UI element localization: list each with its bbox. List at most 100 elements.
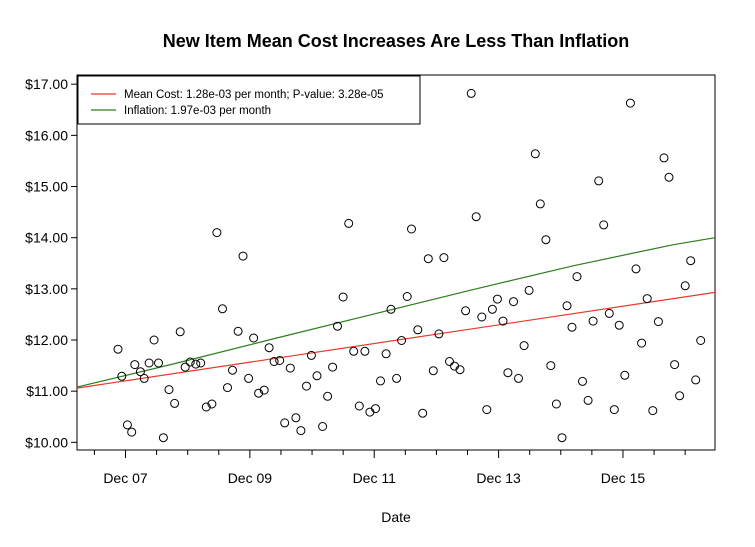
data-point <box>144 358 154 368</box>
legend: Mean Cost: 1.28e-03 per month; P-value: … <box>77 75 421 125</box>
data-point <box>413 325 423 335</box>
data-point <box>259 385 269 395</box>
data-point <box>402 292 412 301</box>
data-point <box>360 346 370 356</box>
data-point <box>418 408 428 418</box>
data-point <box>264 343 274 353</box>
data-point <box>530 149 540 159</box>
data-point <box>642 294 652 304</box>
data-point <box>535 199 545 209</box>
data-point <box>323 391 333 401</box>
data-point <box>546 361 556 371</box>
y-tick-label: $11.00 <box>26 383 68 399</box>
data-point <box>291 413 301 423</box>
plot-frame <box>76 74 716 451</box>
data-point <box>254 388 264 398</box>
data-point <box>249 333 259 343</box>
data-point <box>686 256 696 266</box>
data-point <box>354 401 364 411</box>
data-point <box>371 404 380 414</box>
data-point <box>381 349 391 359</box>
data-point <box>562 301 572 311</box>
data-point <box>567 322 577 332</box>
data-point <box>376 376 385 386</box>
data-point <box>154 358 163 368</box>
trend-lines <box>76 237 716 389</box>
x-tick-label: Dec 09 <box>228 470 273 486</box>
data-point <box>207 399 217 409</box>
data-point <box>223 383 232 393</box>
data-point <box>492 294 502 304</box>
data-point <box>149 335 159 345</box>
data-point <box>445 357 454 366</box>
axes: $10.00 $11.00 $12.00 $13.00 $14.00 $15.00 $16.… <box>25 76 686 486</box>
data-point <box>477 312 487 322</box>
data-point <box>306 350 316 360</box>
data-point <box>487 304 497 314</box>
y-tick-label: $10.00 <box>25 434 68 450</box>
data-point <box>578 376 587 386</box>
data-point <box>503 368 513 378</box>
data-point <box>541 235 551 245</box>
data-point <box>201 402 211 412</box>
data-point <box>349 346 359 356</box>
data-point <box>691 375 701 385</box>
data-point <box>439 253 449 263</box>
data-point <box>524 285 534 295</box>
data-point <box>670 360 680 370</box>
y-tick-label: $13.00 <box>25 281 68 297</box>
data-point <box>302 381 311 391</box>
data-point <box>434 329 444 339</box>
data-point <box>185 357 195 367</box>
mean-cost-trend-line <box>76 291 716 389</box>
data-point <box>318 422 328 431</box>
data-point <box>614 320 624 330</box>
data-point <box>514 373 523 383</box>
data-point <box>328 362 338 372</box>
data-point <box>127 427 137 437</box>
data-point <box>664 172 674 182</box>
data-point <box>244 373 254 383</box>
data-point <box>191 359 201 369</box>
data-point <box>631 264 641 274</box>
y-tick-label: $12.00 <box>25 332 68 348</box>
data-point <box>498 316 508 326</box>
data-point <box>428 366 438 376</box>
data-point <box>218 304 227 314</box>
y-tick-label: $15.00 <box>25 179 68 195</box>
data-point <box>285 363 295 373</box>
data-point <box>196 358 206 368</box>
data-point <box>594 176 604 186</box>
x-axis-label: Date <box>381 509 411 525</box>
data-point <box>280 418 290 428</box>
data-point <box>392 373 402 383</box>
data-point <box>519 341 529 351</box>
data-point <box>637 338 647 348</box>
data-point <box>164 385 174 395</box>
data-point <box>228 365 237 375</box>
data-point <box>620 370 630 380</box>
data-point <box>680 281 690 291</box>
chart-title: New Item Mean Cost Increases Are Less Th… <box>163 31 629 51</box>
data-point <box>386 304 396 314</box>
data-point <box>588 316 598 326</box>
data-point <box>625 98 635 108</box>
data-point <box>113 344 123 354</box>
data-point <box>675 391 685 401</box>
x-tick-label: Dec 07 <box>103 470 148 486</box>
data-point <box>604 308 614 318</box>
data-point <box>509 297 518 307</box>
data-point <box>175 327 185 337</box>
data-point <box>269 357 279 366</box>
data-point <box>122 420 132 430</box>
data-point <box>344 218 354 228</box>
data-point <box>557 433 567 443</box>
data-point <box>696 336 706 345</box>
data-point <box>648 406 658 416</box>
x-tick-label: Dec 11 <box>353 470 397 486</box>
data-point <box>455 365 465 375</box>
data-point <box>312 371 322 381</box>
data-point <box>170 398 180 408</box>
data-point <box>407 224 416 234</box>
